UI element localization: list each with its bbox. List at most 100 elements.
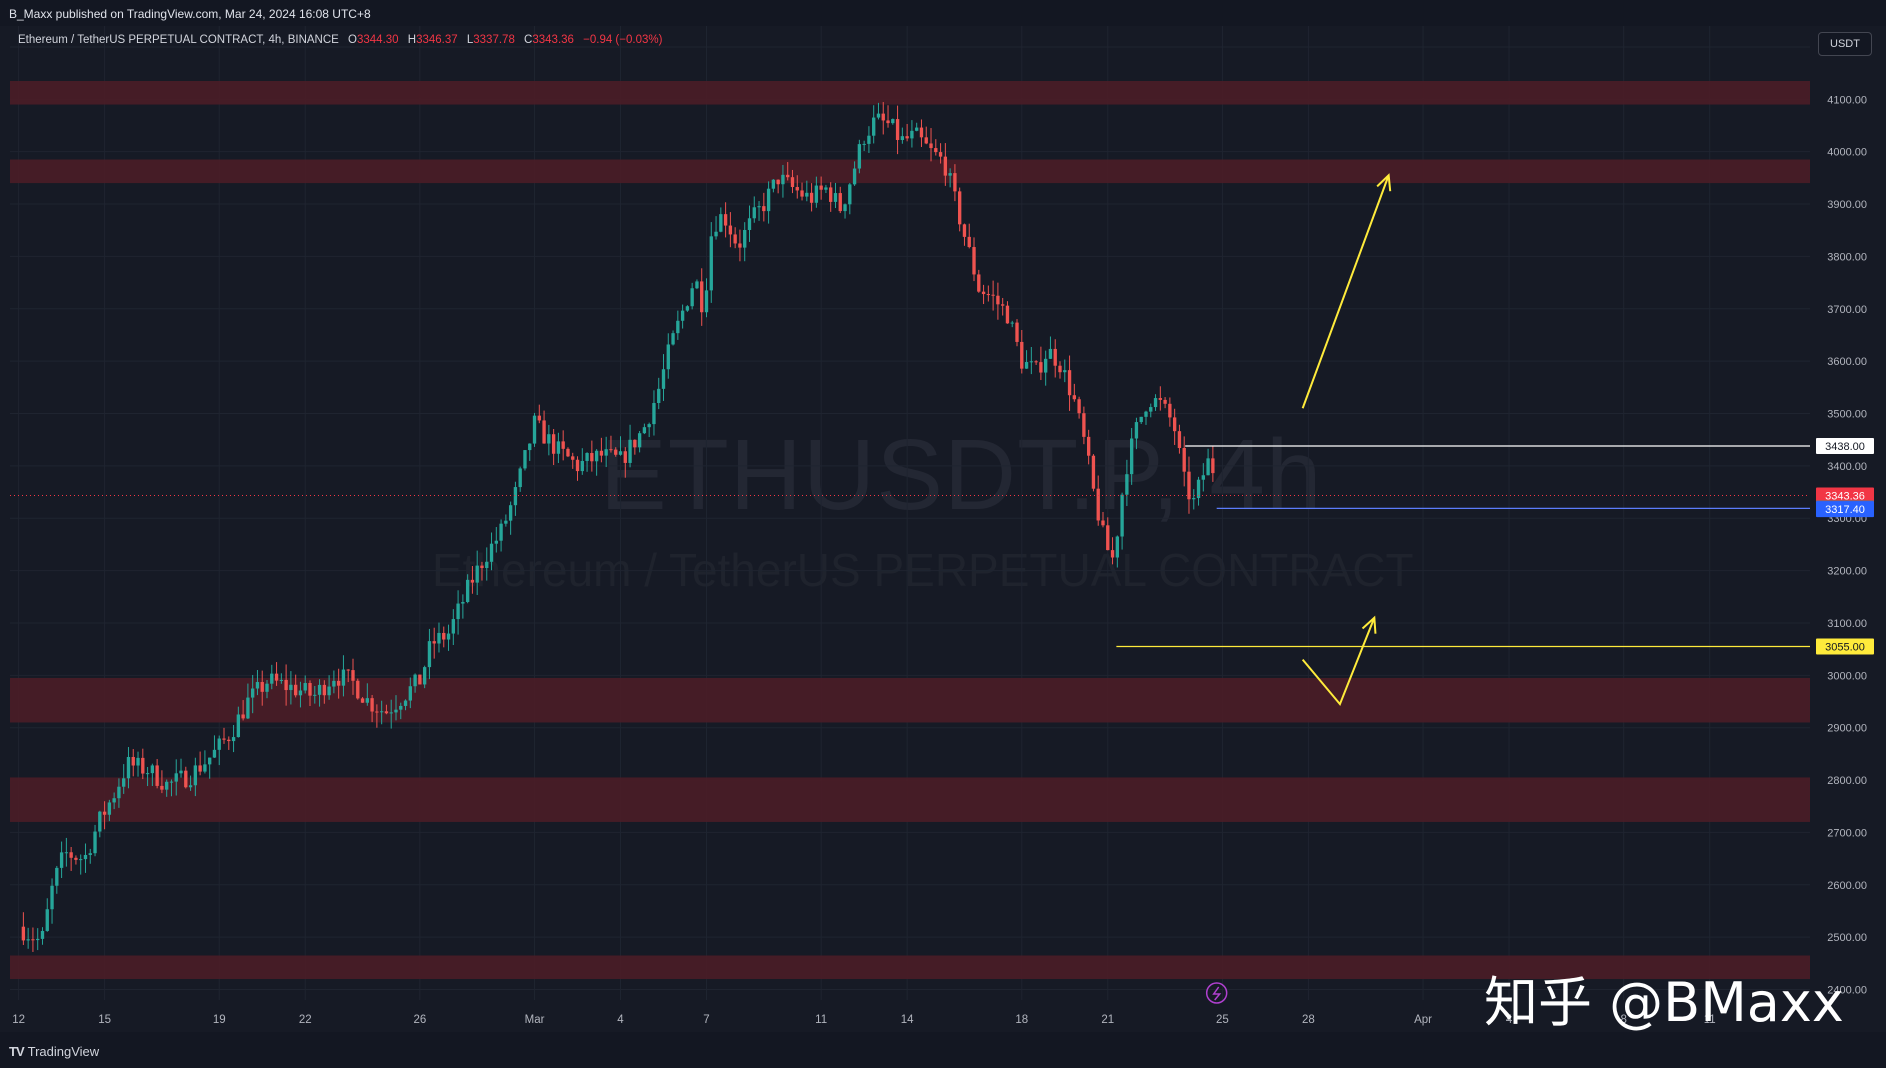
candle-body (953, 173, 957, 192)
candle-body (394, 709, 398, 713)
candle-body (212, 749, 217, 758)
candle-body (1110, 550, 1115, 558)
candle-body (547, 434, 551, 444)
candle-body (1149, 407, 1153, 412)
candle-body (274, 673, 279, 681)
candle-body (819, 185, 823, 190)
candle-body (948, 173, 952, 176)
y-tick-label: 3700.00 (1827, 304, 1867, 316)
candle-body (327, 686, 331, 696)
candle-body (556, 441, 561, 454)
candle-body (962, 224, 967, 237)
candle-body (585, 453, 589, 461)
candle-body (485, 561, 489, 569)
candle-body (160, 785, 164, 790)
candle-body (165, 781, 169, 790)
y-tick-label: 4100.00 (1827, 94, 1867, 106)
candle-body (1106, 525, 1110, 551)
candle-body (1048, 348, 1053, 359)
legend-high-label: H (407, 34, 417, 46)
candle-body (1206, 458, 1210, 476)
legend-high-value: 3346.37 (416, 34, 458, 46)
candle-body (251, 688, 255, 698)
candle-body (136, 757, 140, 766)
chart-area[interactable] (0, 26, 1886, 1032)
candle-body (1187, 471, 1191, 500)
arrow-head (1361, 615, 1377, 634)
candle-body (31, 939, 35, 941)
candle-body (504, 520, 508, 524)
candle-body (360, 698, 365, 703)
candle-body (79, 859, 83, 861)
y-tick-label: 2700.00 (1827, 827, 1867, 839)
candle-body (1168, 403, 1172, 418)
candle-body (862, 143, 866, 145)
candle-body (236, 714, 241, 738)
y-tick-label: 2400.00 (1827, 985, 1867, 997)
candle-body (695, 281, 699, 289)
candle-body (532, 415, 537, 444)
candle-body (1039, 362, 1043, 373)
candle-body (203, 764, 207, 772)
y-tick-label: 3000.00 (1827, 670, 1867, 682)
legend-open-value: 3344.30 (356, 34, 399, 46)
candle-body (427, 641, 432, 668)
candle-body (308, 683, 312, 696)
candle-body (1034, 361, 1038, 363)
candle-body (150, 765, 155, 774)
candle-body (1010, 322, 1014, 324)
candle-body (518, 468, 522, 488)
candle-body (848, 184, 852, 205)
candle-body (915, 127, 919, 131)
candle-body (451, 619, 455, 634)
lightning-bolt (1212, 986, 1222, 1001)
candle-body (55, 867, 59, 886)
candle-body (972, 247, 976, 275)
candle-body (188, 785, 193, 788)
tradingview-logo-icon: TV (9, 1044, 25, 1059)
candle-body (733, 234, 737, 244)
candle-body (614, 449, 618, 455)
candle-body (1001, 304, 1005, 306)
candle-body (1182, 448, 1186, 472)
candle-body (184, 770, 188, 788)
currency-button[interactable]: USDT (1818, 32, 1872, 56)
candle-body (26, 939, 30, 941)
candle-body (929, 143, 933, 149)
price-marker-box (1816, 638, 1874, 655)
candle-body (786, 174, 790, 178)
candle-body (117, 786, 121, 799)
tradingview-logo[interactable]: TV TradingView (9, 1044, 99, 1059)
candle-body (824, 187, 828, 190)
candle-body (1053, 348, 1057, 366)
candle-body (98, 811, 102, 832)
candle-body (36, 938, 40, 941)
candle-body (910, 130, 914, 139)
candle-body (934, 148, 938, 153)
legend-change: −0.94 (−0.03%) (583, 34, 663, 46)
candle-body (833, 193, 838, 202)
candle-body (131, 757, 135, 766)
candle-body (1120, 494, 1124, 537)
candle-body (346, 669, 350, 671)
x-tick-label: 4 (1506, 1014, 1513, 1026)
candle-body (208, 757, 212, 765)
candle-body (590, 453, 594, 462)
candle-body (542, 420, 546, 444)
candle-body (317, 684, 322, 695)
candle-body (74, 857, 78, 860)
candle-body (432, 641, 436, 644)
x-tick-label: 19 (213, 1014, 226, 1026)
candle-body (872, 117, 876, 136)
candle-body (977, 274, 981, 292)
supply-demand-zone (10, 677, 1810, 723)
x-tick-label: Apr (1414, 1014, 1432, 1026)
candle-body (141, 757, 145, 774)
candle-body (551, 434, 556, 454)
candle-body (289, 684, 293, 691)
candle-body (222, 738, 226, 740)
candle-body (1134, 422, 1139, 439)
legend-low-label: L (466, 34, 474, 46)
candle-body (723, 214, 728, 226)
